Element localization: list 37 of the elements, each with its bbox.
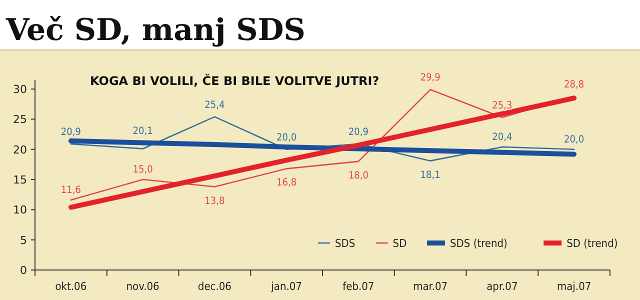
data-label: 25,4	[204, 100, 225, 111]
data-label: 25,3	[492, 100, 512, 112]
y-tick-label: 30	[13, 83, 27, 96]
data-label: 18,0	[348, 170, 369, 182]
legend-label: SD (trend)	[566, 237, 618, 250]
data-label: 11,6	[60, 185, 82, 196]
data-label: 15,0	[132, 164, 154, 176]
x-tick-label: nov.06	[126, 280, 160, 293]
x-tick-label: apr.07	[486, 280, 518, 293]
data-label: 29,9	[420, 72, 441, 84]
x-tick-label: okt.06	[55, 280, 87, 293]
y-tick-label: 5	[20, 234, 27, 247]
x-tick-label: mar.07	[413, 280, 448, 293]
chart-subtitle: KOGA BI VOLILI, ČE BI BILE VOLITVE JUTRI?	[90, 73, 380, 88]
legend-label: SDS (trend)	[450, 237, 508, 250]
x-tick-label: maj.07	[556, 280, 592, 293]
y-tick-label: 15	[13, 174, 27, 187]
data-label: 20,9	[348, 126, 369, 138]
x-tick-label: jan.07	[270, 280, 302, 293]
data-label: 18,1	[420, 170, 440, 181]
x-tick-label: feb.07	[342, 280, 374, 293]
chart-title: Več SD, manj SDS	[5, 13, 306, 48]
y-tick-label: 10	[13, 204, 27, 217]
legend-label: SDS	[335, 237, 356, 250]
data-label: 20,0	[564, 134, 584, 146]
data-label: 16,8	[276, 178, 297, 189]
y-tick-label: 20	[13, 143, 27, 156]
data-label: 28,8	[564, 79, 584, 90]
legend-label: SD	[392, 237, 408, 250]
x-tick-label: dec.06	[198, 280, 232, 293]
y-tick-label: 0	[20, 264, 27, 277]
y-tick-label: 25	[13, 113, 27, 126]
data-label: 20,1	[132, 126, 153, 137]
data-label: 13,8	[204, 196, 225, 207]
data-label: 20,9	[60, 126, 82, 138]
data-label: 20,0	[276, 132, 297, 144]
data-label: 20,4	[492, 132, 512, 143]
